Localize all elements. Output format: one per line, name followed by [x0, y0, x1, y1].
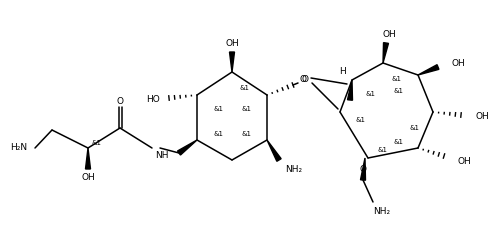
Text: OH: OH — [458, 158, 472, 167]
Text: &1: &1 — [378, 147, 388, 153]
Text: HO: HO — [146, 95, 160, 104]
Text: &1: &1 — [366, 91, 376, 97]
Text: OH: OH — [451, 59, 465, 68]
Text: &1: &1 — [391, 76, 401, 82]
Text: &1: &1 — [394, 139, 404, 145]
Polygon shape — [230, 52, 235, 72]
Text: &1: &1 — [213, 131, 223, 137]
Polygon shape — [267, 140, 281, 161]
Text: NH₂: NH₂ — [285, 165, 302, 174]
Text: OH: OH — [475, 111, 489, 120]
Text: &1: &1 — [92, 140, 102, 146]
Polygon shape — [85, 148, 90, 169]
Text: &1: &1 — [409, 125, 419, 131]
Polygon shape — [383, 43, 389, 63]
Text: OH: OH — [81, 173, 95, 182]
Text: O: O — [116, 96, 123, 105]
Text: &1: &1 — [356, 117, 366, 123]
Polygon shape — [418, 65, 439, 75]
Text: &1: &1 — [241, 106, 251, 112]
Text: &1: &1 — [241, 131, 251, 137]
Text: NH: NH — [155, 150, 168, 160]
Polygon shape — [360, 158, 365, 180]
Text: O: O — [300, 76, 307, 85]
Polygon shape — [177, 140, 197, 155]
Polygon shape — [347, 80, 352, 100]
Text: OH: OH — [225, 38, 239, 47]
Text: O: O — [302, 76, 309, 85]
Text: H₂N: H₂N — [10, 143, 27, 152]
Text: &1: &1 — [394, 88, 404, 94]
Text: NH₂: NH₂ — [373, 208, 391, 217]
Text: OH: OH — [382, 29, 396, 38]
Text: H: H — [338, 68, 345, 77]
Text: &1: &1 — [240, 85, 250, 91]
Text: O: O — [359, 164, 366, 173]
Text: &1: &1 — [213, 106, 223, 112]
